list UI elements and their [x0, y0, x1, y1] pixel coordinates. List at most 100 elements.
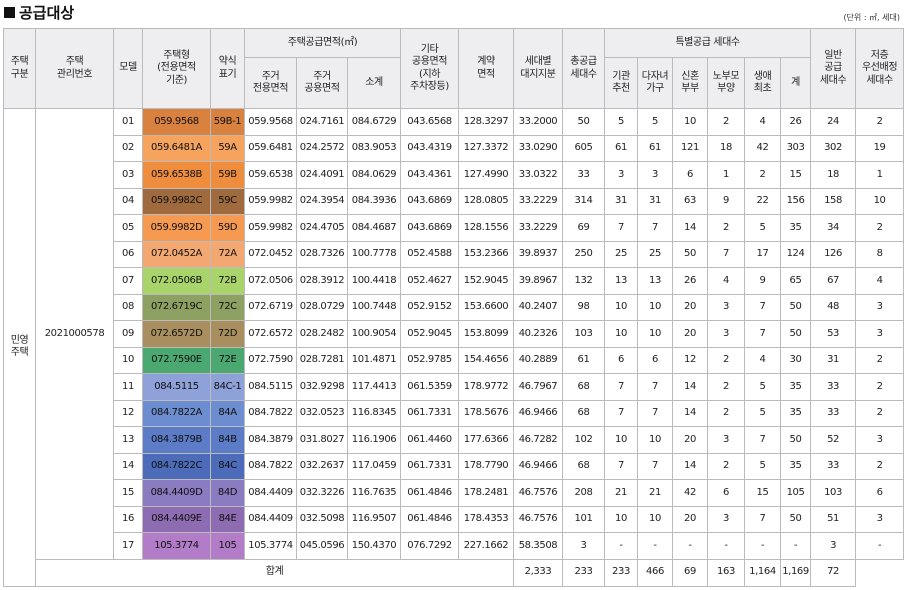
data-cell: 043.6869: [400, 214, 459, 242]
data-cell: 024.4705: [296, 214, 348, 242]
data-cell: 084.4409: [244, 479, 297, 507]
data-cell: 116.9507: [347, 505, 401, 533]
data-cell: 032.9298: [296, 373, 348, 401]
data-cell: 303: [779, 134, 812, 162]
data-cell: 1: [855, 161, 905, 189]
data-cell: 04: [113, 187, 143, 215]
data-cell: 4: [855, 267, 905, 295]
data-cell: 154.4656: [458, 346, 514, 374]
data-cell: 2: [855, 452, 905, 480]
data-cell: 10: [672, 108, 708, 136]
data-cell: 46.7576: [513, 479, 563, 507]
data-cell: 13: [113, 426, 143, 454]
data-cell: 3: [855, 426, 905, 454]
data-cell: 061.4846: [400, 505, 459, 533]
data-cell: 153.2366: [458, 240, 514, 268]
header-cell: 총공급 세대수: [562, 28, 605, 109]
data-cell: 24: [810, 108, 857, 136]
data-cell: 61: [637, 134, 673, 162]
group-cell: 민영 주택: [3, 108, 36, 587]
data-cell: 20: [672, 320, 708, 348]
data-cell: 052.4627: [400, 267, 459, 295]
header-cell: 주택공급면적(㎡): [244, 28, 401, 58]
data-cell: 178.2481: [458, 479, 514, 507]
data-cell: 42: [672, 479, 708, 507]
data-cell: 2: [855, 373, 905, 401]
data-cell: 052.9152: [400, 293, 459, 321]
data-cell: 024.3954: [296, 187, 348, 215]
housing-type-cell: 072.0506B: [142, 267, 211, 295]
data-cell: 084.4687: [347, 214, 401, 242]
data-cell: 2: [707, 214, 745, 242]
housing-type-cell: 059.9982C: [142, 187, 211, 215]
data-cell: 33: [562, 161, 605, 189]
data-cell: 48: [810, 293, 857, 321]
data-cell: 2: [707, 373, 745, 401]
data-cell: 18: [810, 161, 857, 189]
data-cell: 116.8345: [347, 399, 401, 427]
table-row: 10 072.7590E 72E 072.7590 028.7281 101.4871 05…: [4, 346, 905, 374]
table-row: 합계 2,333 233 233 466 69 163 1,164 1,169 72: [4, 558, 904, 587]
data-cell: 2: [707, 452, 745, 480]
data-cell: 043.6869: [400, 187, 459, 215]
header-cell: 계약 면적: [458, 28, 514, 109]
table-row: 12 084.7822A 84A 084.7822 032.0523 116.8345 06…: [4, 399, 905, 427]
data-cell: 072.6572: [244, 320, 297, 348]
data-cell: 126: [810, 240, 857, 268]
data-cell: 059.6481: [244, 134, 297, 162]
data-cell: -: [604, 532, 638, 560]
short-label-cell: 84C: [210, 452, 245, 480]
data-cell: 30: [779, 346, 812, 374]
data-cell: 083.9053: [347, 134, 401, 162]
data-cell: 33.0322: [513, 161, 563, 189]
data-cell: 09: [113, 320, 143, 348]
data-cell: 20: [672, 426, 708, 454]
housing-type-cell: 084.5115: [142, 373, 211, 401]
data-cell: 10: [637, 505, 673, 533]
data-cell: 14: [672, 452, 708, 480]
total-cell: 69: [672, 558, 708, 587]
data-cell: 052.9045: [400, 320, 459, 348]
data-cell: 100.7778: [347, 240, 401, 268]
data-cell: 128.0805: [458, 187, 514, 215]
header-cell: 특별공급 세대수: [603, 28, 812, 58]
table-row: 11 084.5115 84C-1 084.5115 032.9298 117.4413 0…: [4, 373, 905, 401]
data-cell: 4: [707, 267, 745, 295]
data-cell: 12: [672, 346, 708, 374]
data-cell: 9: [707, 187, 745, 215]
data-cell: 1: [707, 161, 745, 189]
data-cell: 33.2229: [513, 214, 563, 242]
total-cell: 233: [562, 558, 605, 587]
header-subcell: 신혼 부부: [672, 57, 708, 109]
table-row: 17 105.3774 105 105.3774 045.0596 150.4370 076…: [4, 532, 905, 560]
data-cell: 26: [779, 108, 812, 136]
data-cell: 35: [779, 214, 812, 242]
data-cell: 31: [637, 187, 673, 215]
data-cell: 178.5676: [458, 399, 514, 427]
data-cell: 14: [672, 399, 708, 427]
data-cell: 028.2482: [296, 320, 348, 348]
data-cell: 31: [604, 187, 638, 215]
data-cell: 028.7326: [296, 240, 348, 268]
data-cell: 08: [113, 293, 143, 321]
data-cell: 16: [113, 505, 143, 533]
data-cell: 06: [113, 240, 143, 268]
data-cell: 46.7967: [513, 373, 563, 401]
data-cell: 3: [707, 293, 745, 321]
header-cell: 일반 공급 세대수: [810, 28, 857, 109]
data-cell: 103: [562, 320, 605, 348]
data-cell: 3: [562, 532, 605, 560]
data-cell: 5: [744, 452, 781, 480]
data-cell: 2: [707, 108, 745, 136]
data-cell: 061.7331: [400, 399, 459, 427]
data-cell: 18: [707, 134, 745, 162]
data-cell: 061.4460: [400, 426, 459, 454]
data-cell: 250: [562, 240, 605, 268]
data-cell: 028.3912: [296, 267, 348, 295]
data-cell: 032.5098: [296, 505, 348, 533]
data-cell: 21: [604, 479, 638, 507]
housing-type-cell: 084.7822A: [142, 399, 211, 427]
data-cell: 2: [707, 399, 745, 427]
data-cell: 14: [672, 214, 708, 242]
